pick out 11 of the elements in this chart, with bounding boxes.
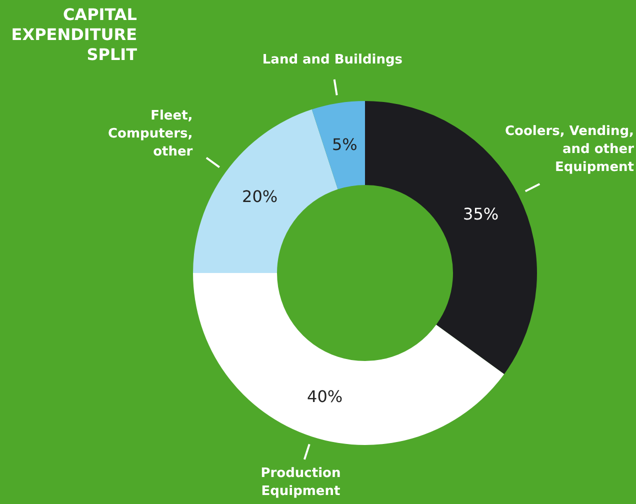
chart-title: CAPITAL EXPENDITURE SPLIT xyxy=(11,5,138,64)
data-label: 20% xyxy=(242,187,278,206)
data-label: 40% xyxy=(307,387,343,406)
data-label: 35% xyxy=(463,204,499,224)
slice-label: Coolers, Vending, and other Equipment xyxy=(505,124,635,175)
slice-label: Production Equipment xyxy=(260,466,341,499)
donut-slice xyxy=(193,273,504,445)
data-label: 5% xyxy=(332,135,358,154)
slice-label: Land and Buildings xyxy=(262,52,403,68)
slice-label: Fleet, Computers, other xyxy=(108,108,194,160)
donut-slice xyxy=(312,101,365,190)
